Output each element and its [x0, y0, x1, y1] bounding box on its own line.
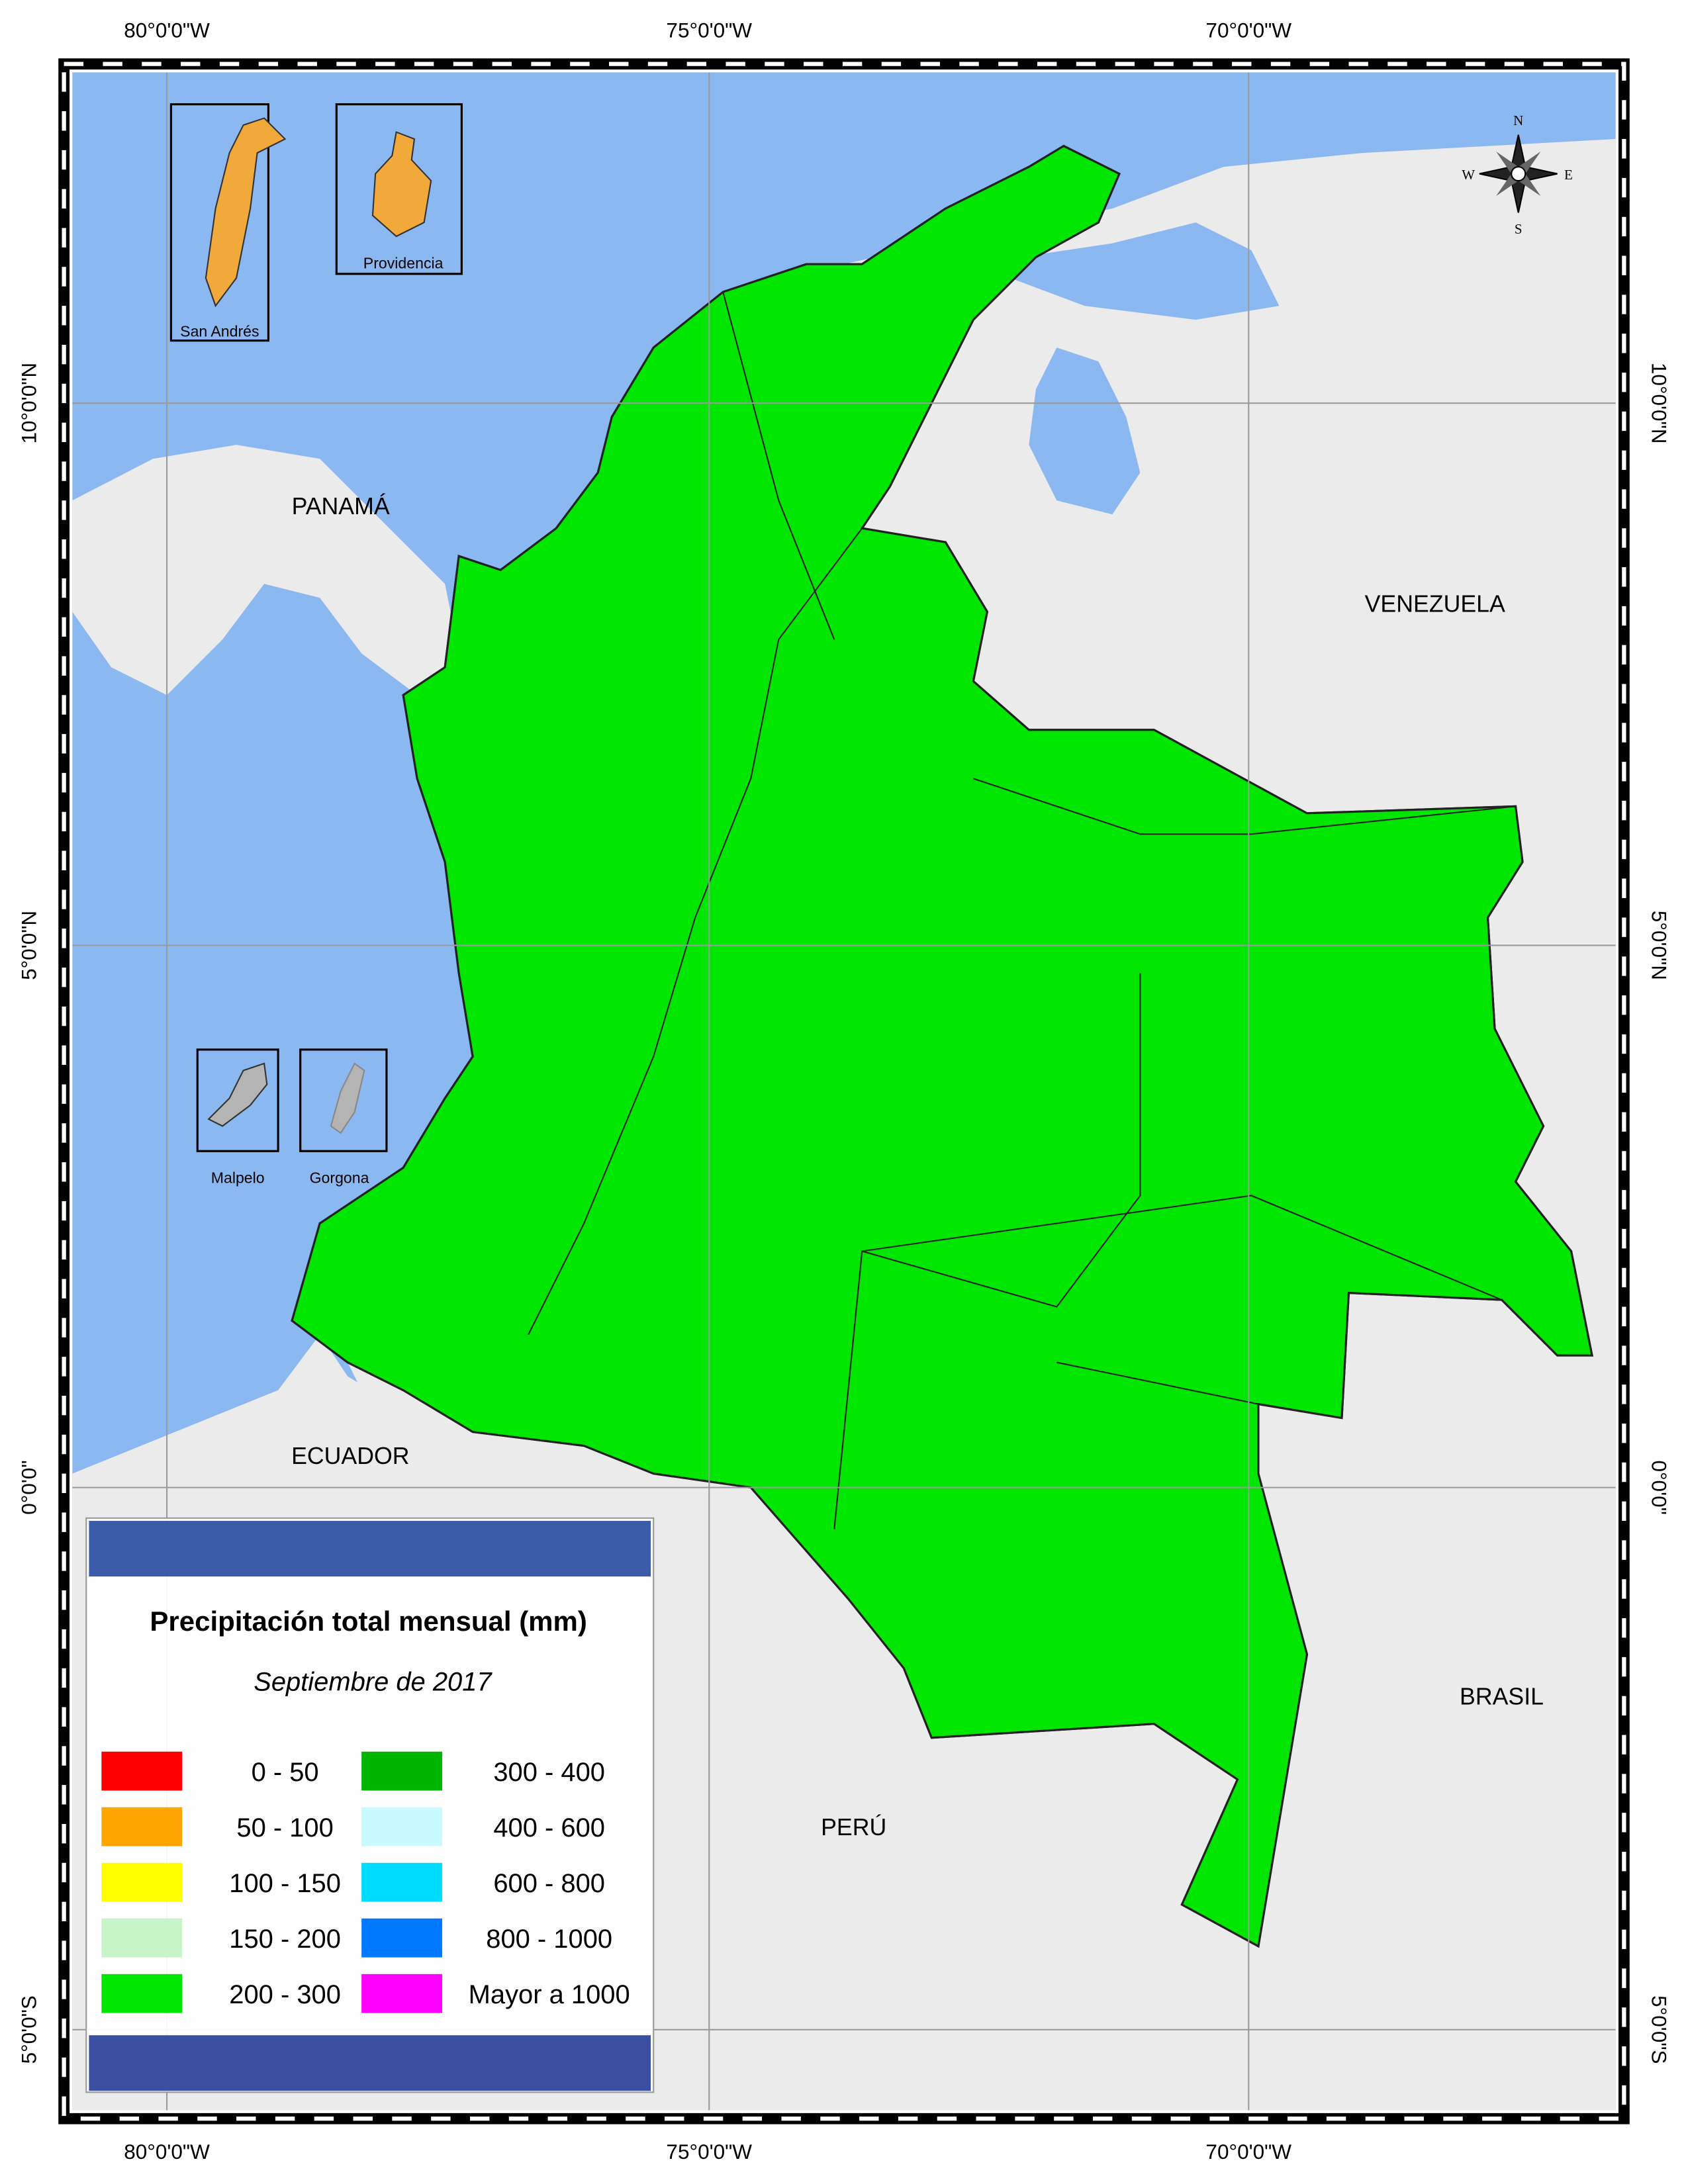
- graticule-label: 0°0'0": [1647, 1460, 1671, 1514]
- legend-swatch: [101, 1918, 183, 1958]
- graticule-label: 5°0'0"S: [1647, 1995, 1671, 2064]
- legend-label: 300 - 400: [493, 1758, 605, 1787]
- graticule-label: 0°0'0": [17, 1460, 41, 1514]
- legend-title: Precipitación total mensual (mm): [150, 1606, 586, 1637]
- graticule-label: 70°0'0"W: [1205, 19, 1291, 42]
- graticule-label: 75°0'0"W: [666, 19, 752, 42]
- legend-swatch: [361, 1807, 442, 1846]
- graticule-label: 10°0'0"N: [1647, 363, 1671, 444]
- graticule-label: 5°0'0"N: [17, 911, 41, 980]
- legend-label: 100 - 150: [229, 1869, 341, 1898]
- legend-label: 150 - 200: [229, 1925, 341, 1954]
- labels: 80°0'0"W 75°0'0"W 70°0'0"W 80°0'0"W 75°0'0"W…: [17, 19, 1671, 2163]
- inset-label: Malpelo: [211, 1169, 265, 1187]
- country-label: PANAMÁ: [292, 493, 390, 520]
- frame-checker: [62, 62, 1626, 2121]
- panama-land: [72, 445, 459, 696]
- compass-letter: W: [1462, 167, 1475, 183]
- legend-swatch: [101, 1807, 183, 1846]
- country-label: BRASIL: [1460, 1683, 1544, 1709]
- graticule-label: 10°0'0"N: [17, 363, 41, 444]
- legend-label: Mayor a 1000: [469, 1980, 630, 2009]
- graticule-label: 5°0'0"N: [1647, 911, 1671, 980]
- legend-label: 400 - 600: [493, 1813, 605, 1843]
- logo-banner: [89, 1521, 651, 1577]
- graticule-label: 80°0'0"W: [124, 19, 210, 42]
- logo-banner-bottom: [89, 2035, 651, 2091]
- compass-letter: S: [1515, 221, 1523, 237]
- legend-label: 200 - 300: [229, 1980, 341, 2009]
- legend-swatch: [361, 1862, 442, 1902]
- legend-subtitle: Septiembre de 2017: [254, 1667, 492, 1696]
- map-body: [72, 72, 1616, 2111]
- country-label: VENEZUELA: [1365, 590, 1505, 617]
- compass-letter: E: [1564, 167, 1573, 183]
- graticule-label: 80°0'0"W: [124, 2140, 210, 2163]
- legend-swatch: [101, 1974, 183, 2013]
- country-label: PERÚ: [821, 1814, 886, 1841]
- insets: [169, 103, 463, 1152]
- inset-label: Providencia: [363, 254, 444, 271]
- legend-swatch: [101, 1862, 183, 1902]
- inset-label: Gorgona: [310, 1169, 369, 1187]
- inset-label: San Andrés: [180, 322, 259, 340]
- graticule-label: 70°0'0"W: [1205, 2140, 1291, 2163]
- legend-label: 800 - 1000: [486, 1925, 612, 1954]
- legend-label: 600 - 800: [493, 1869, 605, 1898]
- graticule-label: 75°0'0"W: [666, 2140, 752, 2163]
- legend-swatch: [361, 1918, 442, 1958]
- legend-swatch: [101, 1751, 183, 1791]
- ecuador-land: [72, 1334, 473, 1516]
- lake: [1029, 347, 1141, 515]
- admin-boundaries: [528, 291, 1516, 1529]
- legend-label: 0 - 50: [252, 1758, 319, 1787]
- graticule-label: 5°0'0"S: [17, 1995, 41, 2064]
- compass-rose: [1479, 134, 1558, 213]
- legend-label: 50 - 100: [236, 1813, 333, 1843]
- gulf: [973, 222, 1280, 320]
- legend-swatch: [361, 1751, 442, 1791]
- legend-swatch: [361, 1974, 442, 2013]
- compass-letter: N: [1513, 113, 1523, 128]
- country-label: ECUADOR: [291, 1443, 409, 1469]
